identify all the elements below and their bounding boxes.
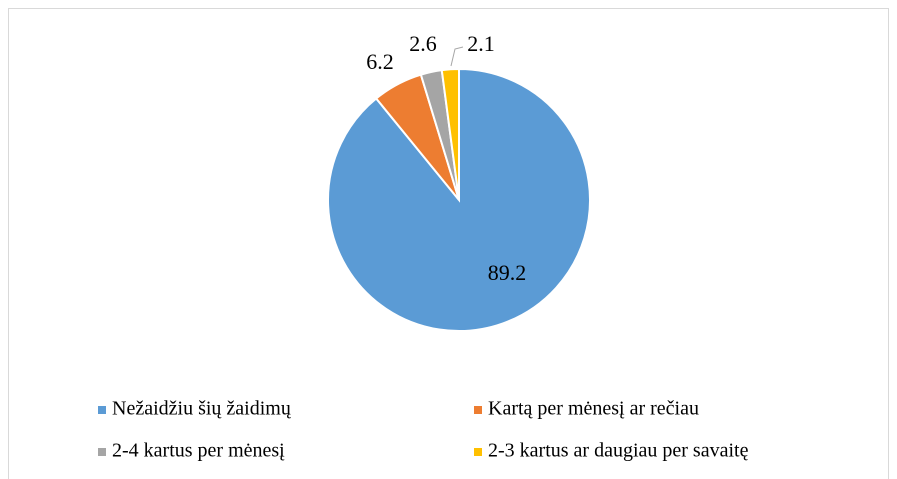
leader-line [450, 46, 464, 67]
legend-label: Nežaidžiu šių žaidimų [112, 398, 292, 420]
legend-marker [98, 406, 106, 414]
legend-marker [98, 448, 106, 456]
data-label: 2.1 [467, 31, 495, 56]
data-label: 6.2 [366, 49, 394, 74]
legend-label: Kartą per mėnesį ar rečiau [488, 398, 699, 420]
legend-label: 2-4 kartus per mėnesį [112, 440, 285, 462]
data-label: 2.6 [409, 31, 437, 56]
legend-marker [474, 448, 482, 456]
legend-marker [474, 406, 482, 414]
legend-label: 2-3 kartus ar daugiau per savaitę [488, 440, 749, 462]
data-label: 89.2 [488, 260, 527, 285]
pie-slice [440, 67, 460, 201]
